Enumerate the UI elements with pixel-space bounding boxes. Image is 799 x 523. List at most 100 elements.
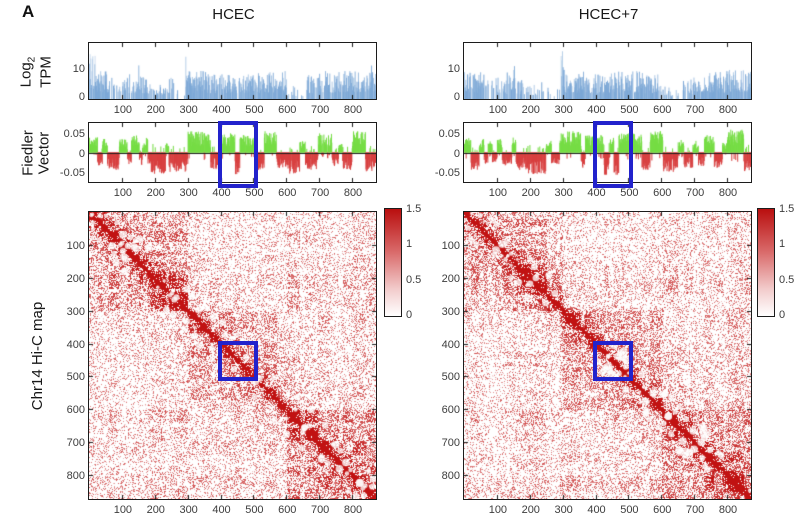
- x-tick-label: 200: [521, 104, 540, 116]
- panel-label: A: [22, 2, 35, 21]
- y-tick-label: 300: [66, 305, 85, 318]
- colorbar-tick: 0: [406, 309, 413, 321]
- x-tick-label: 800: [718, 104, 738, 116]
- colorbar-tick: 0.5: [779, 274, 795, 286]
- x-tick-label: 400: [212, 187, 231, 199]
- x-tick-label: 500: [620, 187, 639, 199]
- colorbar-tick: 0: [779, 309, 786, 321]
- x-tick-label: 100: [488, 504, 508, 516]
- hic-axis-label: Chr14 Hi-C map: [29, 301, 47, 411]
- fiedler-hcec7-chart: [464, 123, 751, 182]
- x-tick-label: 700: [685, 504, 705, 516]
- x-tick-label: 800: [718, 187, 738, 199]
- x-tick-label: 700: [310, 104, 330, 116]
- highlight-box-hic: [593, 341, 634, 382]
- x-tick-label: 600: [278, 187, 297, 199]
- x-tick-label: 800: [343, 187, 363, 199]
- hic-hcec7-panel: [463, 211, 752, 500]
- x-tick-label: 200: [146, 504, 165, 516]
- x-tick-label: 400: [587, 104, 606, 116]
- y-tick-label: 700: [441, 437, 460, 450]
- y-tick-label: 0: [453, 91, 460, 103]
- y-tick-label: 700: [66, 437, 85, 450]
- hic-hcec7-heatmap: [464, 212, 751, 499]
- y-tick-label: 200: [66, 272, 85, 285]
- y-tick-label: -0.05: [59, 166, 85, 179]
- x-tick-label: 300: [554, 104, 573, 116]
- tpm-hcec7-panel: [463, 42, 752, 100]
- column-title-hcec7: HCEC+7: [578, 6, 639, 23]
- x-tick-label: 200: [146, 187, 165, 199]
- x-tick-label: 500: [245, 187, 264, 199]
- hic-hcec-heatmap: [89, 212, 376, 499]
- y-tick-label: 500: [441, 371, 460, 384]
- highlight-box-fie: [218, 121, 259, 188]
- highlight-box-hic: [218, 341, 259, 382]
- fiedler-hcec7-panel: [463, 122, 752, 183]
- x-tick-label: 600: [653, 187, 672, 199]
- x-tick-label: 600: [653, 504, 672, 516]
- y-tick-label: 200: [441, 272, 460, 285]
- x-tick-label: 100: [113, 104, 133, 116]
- colorbar-right: [757, 208, 775, 317]
- x-tick-label: 600: [278, 104, 297, 116]
- colorbar-tick: 0.5: [406, 274, 422, 286]
- fiedler-hcec-chart: [89, 123, 376, 182]
- y-tick-label: -0.05: [434, 166, 460, 179]
- x-tick-label: 500: [620, 504, 639, 516]
- x-tick-label: 400: [587, 504, 606, 516]
- y-tick-label: 0.05: [438, 128, 460, 141]
- colorbar-tick: 1: [406, 238, 413, 250]
- y-tick-label: 400: [441, 338, 460, 351]
- tpm-hcec-chart: [89, 43, 376, 99]
- x-tick-label: 100: [113, 504, 133, 516]
- x-tick-label: 600: [278, 504, 297, 516]
- x-tick-label: 500: [620, 104, 639, 116]
- fiedler-axis-label: Fiedler Vector: [19, 130, 52, 176]
- tpm-hcec7-chart: [464, 43, 751, 99]
- x-tick-label: 100: [488, 187, 508, 199]
- y-tick-label: 400: [66, 338, 85, 351]
- y-tick-label: 0.05: [63, 128, 85, 141]
- x-tick-label: 200: [521, 504, 540, 516]
- x-tick-label: 700: [685, 104, 705, 116]
- y-tick-label: 10: [72, 62, 85, 75]
- tpm-axis-label: Log2 TPM: [17, 56, 54, 88]
- x-tick-label: 400: [212, 504, 231, 516]
- x-tick-label: 700: [310, 504, 330, 516]
- y-tick-label: 500: [66, 371, 85, 384]
- y-tick-label: 100: [441, 239, 460, 252]
- y-tick-label: 0: [78, 91, 85, 103]
- column-title-hcec: HCEC: [212, 6, 255, 23]
- x-tick-label: 200: [146, 104, 165, 116]
- y-tick-label: 800: [441, 470, 460, 482]
- tpm-hcec-panel: [88, 42, 377, 100]
- x-tick-label: 100: [488, 104, 508, 116]
- y-tick-label: 0: [78, 147, 85, 160]
- y-tick-label: 0: [453, 147, 460, 160]
- x-tick-label: 600: [653, 104, 672, 116]
- y-tick-label: 600: [66, 404, 85, 417]
- y-tick-label: 300: [441, 305, 460, 318]
- highlight-box-fie: [593, 121, 634, 188]
- x-tick-label: 500: [245, 504, 264, 516]
- x-tick-label: 700: [685, 187, 705, 199]
- x-tick-label: 300: [554, 504, 573, 516]
- colorbar-tick: 1: [779, 238, 786, 250]
- x-tick-label: 700: [310, 187, 330, 199]
- x-tick-label: 100: [113, 187, 133, 199]
- colorbar-left: [384, 208, 402, 317]
- x-tick-label: 300: [179, 187, 198, 199]
- x-tick-label: 500: [245, 104, 264, 116]
- y-tick-label: 100: [66, 239, 85, 252]
- x-tick-label: 400: [212, 104, 231, 116]
- x-tick-label: 200: [521, 187, 540, 199]
- x-tick-label: 300: [554, 187, 573, 199]
- x-tick-label: 300: [179, 504, 198, 516]
- y-tick-label: 10: [447, 62, 460, 75]
- fiedler-hcec-panel: [88, 122, 377, 183]
- x-tick-label: 400: [587, 187, 606, 199]
- x-tick-label: 800: [718, 504, 738, 516]
- x-tick-label: 300: [179, 104, 198, 116]
